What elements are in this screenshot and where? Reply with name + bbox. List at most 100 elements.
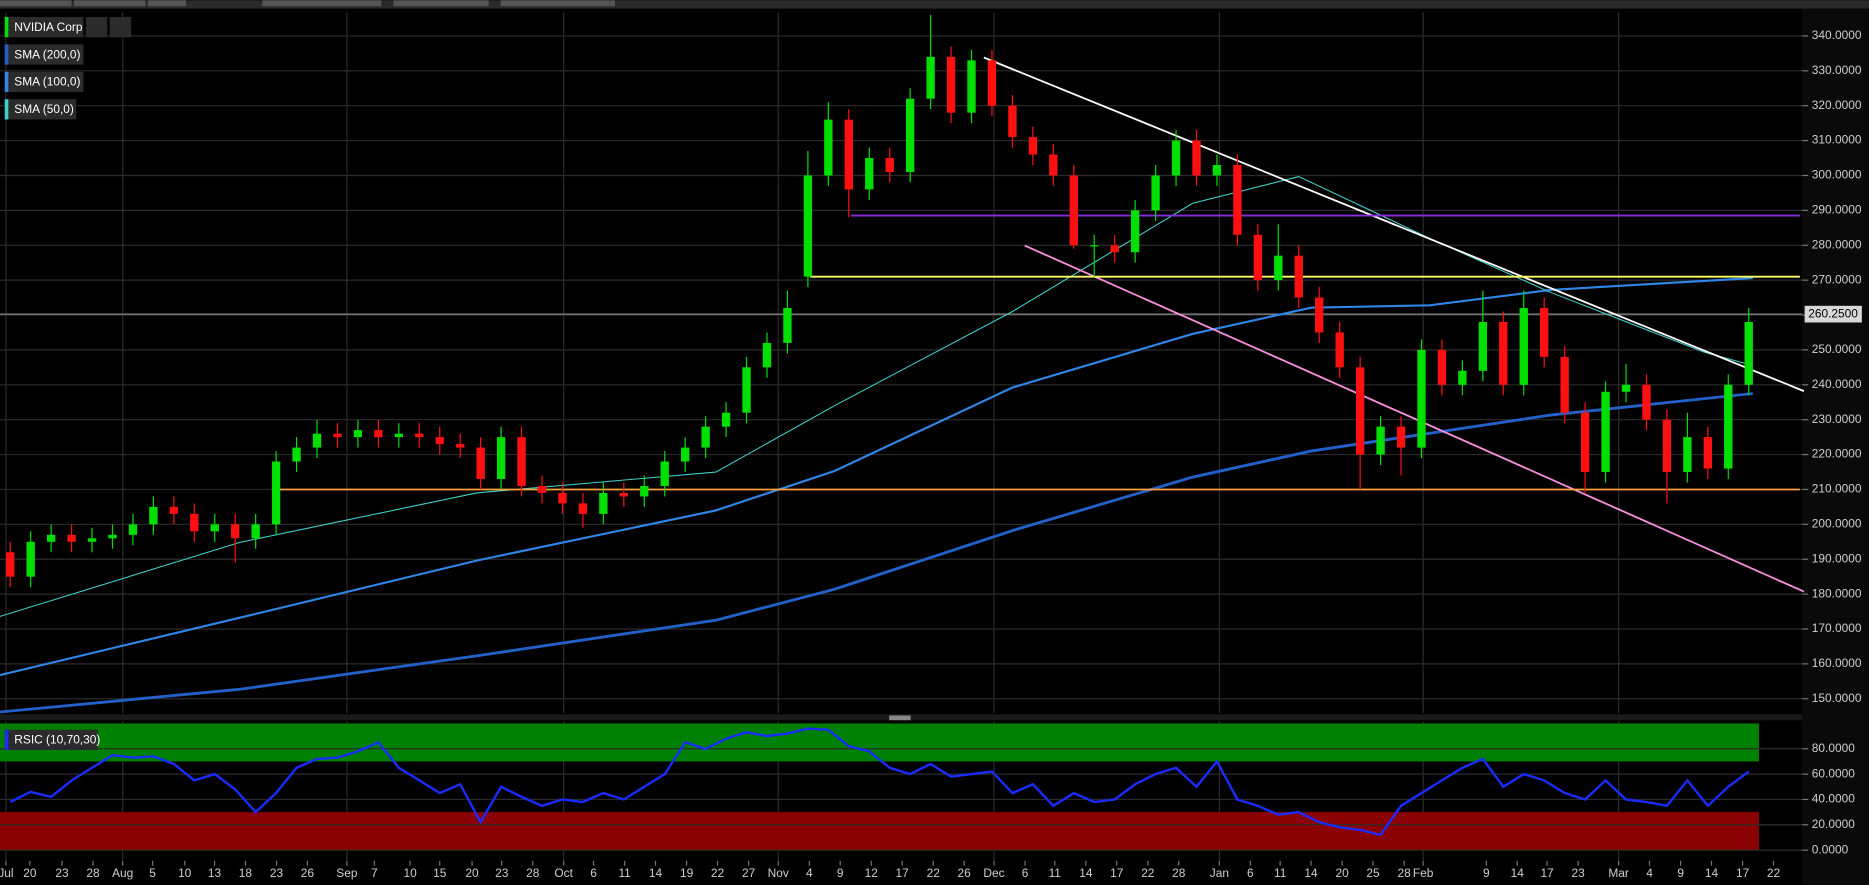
legend-label: SMA (50,0) (14, 102, 74, 116)
legend-swatch (4, 71, 9, 93)
candle-body (1478, 321, 1488, 371)
x-tick-label: Dec (983, 866, 1004, 880)
candle-body (6, 552, 15, 577)
axis-panel (1802, 8, 1869, 885)
refresh-button[interactable] (85, 16, 108, 38)
x-tick-label: 15 (433, 866, 447, 880)
x-tick-label: 17 (1736, 866, 1750, 880)
y-tick-label: 290.0000 (1812, 202, 1862, 216)
x-tick-label: 22 (1141, 866, 1155, 880)
candle-body (803, 175, 813, 277)
candle-body (1192, 140, 1201, 176)
x-tick-label: 26 (301, 866, 315, 880)
tab[interactable] (262, 0, 382, 7)
x-tick-label: 10 (403, 866, 417, 880)
drawn-line (983, 56, 1805, 392)
x-tick-label: 19 (680, 866, 694, 880)
legend-box[interactable] (4, 16, 84, 38)
candle-body (885, 158, 894, 172)
candle-body (1724, 384, 1733, 469)
legend-box[interactable] (4, 729, 98, 751)
splitter-handle[interactable] (889, 715, 911, 721)
tab[interactable] (73, 0, 146, 7)
candle-body (1621, 384, 1631, 392)
candle-body (1540, 308, 1549, 357)
candle-body (435, 437, 444, 445)
x-tick-label: 14 (1511, 866, 1525, 880)
x-tick-label: Oct (554, 866, 573, 880)
legend-swatch (4, 16, 9, 38)
x-tick-label: 10 (178, 866, 192, 880)
candle-body (1315, 297, 1324, 333)
x-tick-label: 23 (495, 866, 509, 880)
candle-body (374, 430, 383, 438)
settings-button[interactable] (109, 16, 132, 38)
legend-box[interactable] (4, 71, 84, 93)
sma-line (0, 176, 1747, 617)
x-tick-label: Nov (768, 866, 789, 880)
candle-body (844, 119, 853, 190)
tab[interactable] (0, 0, 72, 7)
candle-body (1417, 349, 1426, 448)
y-tick-label: 210.0000 (1812, 482, 1862, 496)
candle-body (681, 447, 690, 462)
candle-body (169, 506, 179, 514)
candle-body (987, 60, 997, 106)
y-tick-label: 280.0000 (1812, 237, 1862, 251)
candle-body (599, 492, 608, 514)
last-price-box (1804, 305, 1862, 323)
candle-body (640, 485, 649, 497)
tab[interactable] (500, 0, 616, 7)
candle-body (1274, 255, 1283, 281)
x-tick-label: 6 (1022, 866, 1029, 880)
plot: 150.0000160.0000170.0000180.0000190.0000… (0, 12, 1862, 880)
legend: NVIDIA Corp SMA (200,0) SMA (100,0) SMA … (4, 16, 132, 751)
y-tick-label: 240.0000 (1812, 377, 1862, 391)
rsi-line (9, 727, 1750, 837)
y-tick-label: 170.0000 (1812, 621, 1862, 635)
candle-body (190, 513, 199, 532)
candle-body (1028, 137, 1038, 155)
candle-body (1458, 370, 1467, 385)
x-tick-label: 23 (270, 866, 284, 880)
legend-box[interactable] (4, 99, 77, 120)
candle-body (742, 367, 751, 413)
x-tick-label: 17 (1540, 866, 1554, 880)
candle-body (1294, 255, 1303, 298)
x-tick-label: 9 (1483, 866, 1490, 880)
candle-body (1355, 367, 1365, 455)
y-tick-label: 80.0000 (1812, 741, 1855, 755)
y-tick-label: 330.0000 (1812, 63, 1862, 77)
x-tick-label: 11 (618, 866, 631, 880)
candle-body (1069, 175, 1078, 246)
legend-swatch (4, 44, 9, 65)
x-tick-label: 28 (1397, 866, 1411, 880)
candle-body (762, 342, 772, 368)
candle-body (1437, 349, 1447, 385)
y-tick-label: 310.0000 (1812, 133, 1862, 147)
candle-body (251, 524, 260, 539)
x-tick-label: 22 (711, 866, 725, 880)
tab[interactable] (147, 0, 186, 7)
x-tick-label: 22 (927, 866, 941, 880)
y-tick-label: 270.0000 (1812, 272, 1862, 286)
sma-line (0, 276, 1753, 677)
candle-body (701, 426, 710, 448)
candle-body (1253, 234, 1263, 281)
x-tick-label: 23 (1572, 866, 1586, 880)
candle-body (1642, 384, 1651, 420)
x-tick-label: 20 (465, 866, 479, 880)
toolbar-tabs (0, 0, 616, 7)
legend-box[interactable] (4, 44, 84, 65)
candle-body (1233, 165, 1242, 235)
tab[interactable] (393, 0, 489, 7)
sma-line (0, 392, 1753, 714)
legend-swatch (4, 99, 9, 120)
y-tick-label: 20.0000 (1812, 817, 1855, 831)
candle-body (476, 447, 485, 479)
candle-body (865, 158, 874, 190)
candle-body (1662, 419, 1672, 473)
candle-body (517, 437, 526, 486)
x-tick-label: 27 (742, 866, 756, 880)
